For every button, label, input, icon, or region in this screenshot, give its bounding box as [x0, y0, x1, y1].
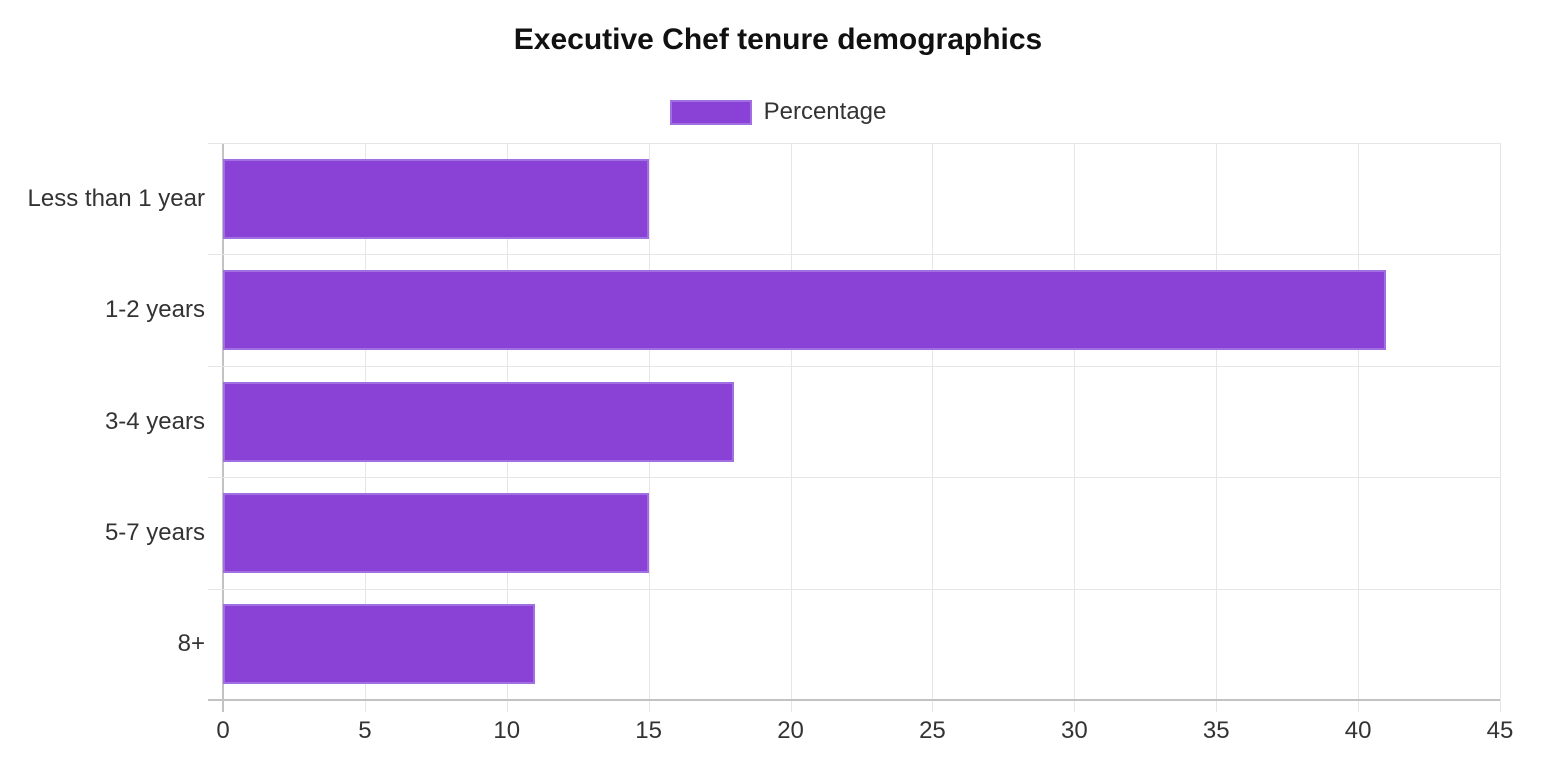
x-tick-label: 0 — [216, 717, 230, 744]
gridline-horizontal — [208, 365, 1500, 367]
legend-item-percentage[interactable]: Percentage — [669, 98, 887, 125]
x-tick-label: 35 — [1202, 717, 1230, 744]
x-tick-label: 20 — [777, 717, 804, 744]
x-axis-line — [208, 699, 1500, 701]
y-category-label: 5-7 years — [104, 518, 205, 546]
y-category-label: 3-4 years — [104, 407, 205, 435]
gridline-vertical — [1500, 143, 1501, 712]
x-tick-label: 15 — [635, 717, 662, 744]
gridline-vertical — [1358, 143, 1360, 712]
bar-1-2-years[interactable] — [223, 270, 1387, 351]
gridline-vertical — [932, 143, 934, 712]
bar-8[interactable] — [223, 604, 536, 685]
legend: Percentage — [0, 99, 1556, 125]
x-tick-label: 10 — [493, 717, 521, 744]
x-tick-label: 25 — [919, 717, 946, 744]
x-tick-label: 45 — [1486, 717, 1514, 744]
gridline-vertical — [1216, 143, 1218, 712]
bar-less-than-1-year[interactable] — [223, 158, 649, 239]
gridline-vertical — [790, 143, 792, 712]
gridline-horizontal — [208, 588, 1500, 590]
legend-label: Percentage — [763, 98, 887, 125]
chart-title: Executive Chef tenure demographics — [513, 23, 1043, 56]
x-tick-label: 30 — [1060, 717, 1088, 744]
plot-area[interactable] — [208, 143, 1501, 712]
x-tick-label: 40 — [1344, 717, 1372, 744]
y-category-label: Less than 1 year — [27, 184, 205, 212]
gridline-horizontal — [208, 143, 1500, 144]
y-category-label: 8+ — [177, 630, 205, 658]
y-category-label: 1-2 years — [104, 296, 205, 324]
legend-swatch — [669, 99, 752, 125]
x-tick-label: 5 — [358, 717, 372, 744]
gridline-horizontal — [208, 477, 1500, 479]
bar-3-4-years[interactable] — [223, 381, 734, 462]
gridline-vertical — [1074, 143, 1076, 712]
bar-5-7-years[interactable] — [223, 492, 649, 573]
gridline-horizontal — [208, 254, 1500, 256]
